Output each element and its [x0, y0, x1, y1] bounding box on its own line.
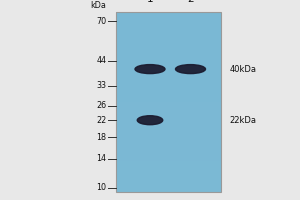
Text: 10: 10 — [97, 183, 106, 192]
Text: kDa: kDa — [91, 1, 106, 10]
Text: 70: 70 — [96, 17, 106, 26]
Text: 2: 2 — [187, 0, 194, 4]
Bar — [116, 12, 220, 192]
Text: 26: 26 — [96, 101, 106, 110]
Text: 22kDa: 22kDa — [230, 116, 256, 125]
Text: 14: 14 — [97, 154, 106, 163]
Text: 18: 18 — [97, 133, 106, 142]
Ellipse shape — [135, 65, 165, 74]
Text: 33: 33 — [97, 81, 106, 90]
Ellipse shape — [137, 116, 163, 125]
Ellipse shape — [176, 65, 206, 74]
Text: 44: 44 — [97, 56, 106, 65]
Text: 1: 1 — [147, 0, 153, 4]
Text: 40kDa: 40kDa — [230, 65, 256, 74]
Text: 22: 22 — [96, 116, 106, 125]
